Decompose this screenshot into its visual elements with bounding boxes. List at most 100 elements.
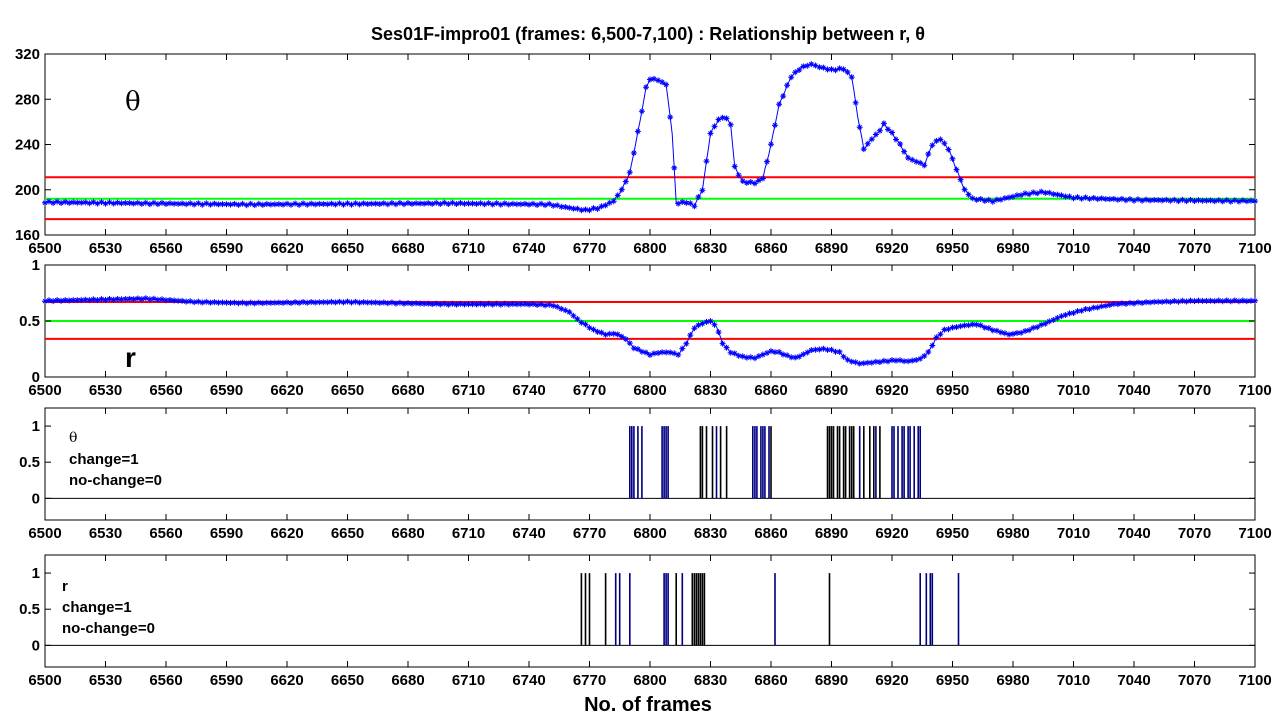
theta-data-point (981, 197, 988, 204)
r-data-point (570, 312, 577, 319)
theta-data-point (368, 200, 375, 207)
theta-data-point (1135, 196, 1141, 203)
r-data-point (977, 322, 984, 329)
theta-data-point (183, 201, 190, 208)
theta-series (42, 61, 1258, 214)
r-data-point (1183, 298, 1190, 305)
theta-x-tick-label: 6620 (270, 240, 303, 257)
r-data-point (332, 299, 339, 306)
r-change-change-bar (701, 573, 704, 646)
theta-data-point (1070, 195, 1077, 202)
theta-data-point (1139, 197, 1146, 204)
r-y-tick-label: 1 (32, 257, 40, 274)
theta-change-change-bar (897, 426, 899, 499)
r-change-change-bar (925, 573, 928, 646)
r-data-point (1010, 330, 1016, 337)
theta-data-point (1062, 193, 1069, 200)
theta-data-point (275, 201, 282, 208)
theta-data-point (300, 200, 307, 207)
r-data-point (1187, 297, 1194, 304)
r-data-point (501, 300, 508, 307)
theta-change-change-bar (663, 426, 665, 499)
theta-data-point (1235, 198, 1242, 205)
r-data-point (1135, 299, 1141, 306)
r-change-x-tick-label: 6770 (573, 672, 606, 689)
r-data-point (320, 299, 327, 306)
r-data-point (1074, 308, 1081, 315)
r-data-point (1195, 297, 1202, 304)
theta-data-point (82, 199, 89, 206)
theta-data-point (517, 201, 524, 208)
r-data-point (82, 296, 89, 303)
theta-change-x-tick-label: 6650 (331, 525, 364, 542)
theta-data-point (880, 120, 887, 127)
r-data-point (211, 299, 218, 306)
r-x-tick-label: 6650 (331, 382, 364, 399)
theta-x-tick-label: 7010 (1057, 240, 1090, 257)
theta-data-point (1227, 198, 1234, 205)
r-data-point (1050, 317, 1057, 323)
r-data-point (437, 301, 444, 308)
theta-data-point (909, 156, 916, 163)
theta-x-tick-label: 6920 (875, 240, 908, 257)
theta-change-y-tick-label: 0.5 (19, 454, 40, 471)
theta-data-point (1179, 196, 1186, 203)
theta-data-point (977, 196, 984, 202)
r-data-point (509, 301, 516, 307)
r-data-point (522, 301, 528, 307)
theta-data-point (578, 207, 585, 214)
theta-data-point (336, 200, 343, 207)
r-data-point (1118, 300, 1125, 307)
theta-data-point (1066, 193, 1073, 200)
r-change-change-bar (614, 573, 617, 646)
r-data-point (933, 334, 940, 341)
r-data-point (1252, 297, 1258, 304)
r-data-point (175, 297, 182, 304)
r-data-point (812, 346, 819, 353)
theta-data-point (493, 200, 500, 207)
r-data-point (743, 354, 750, 361)
r-x-tick-label: 6560 (149, 382, 182, 399)
theta-change-x-tick-label: 6740 (512, 525, 545, 542)
theta-data-point (320, 201, 327, 207)
theta-data-point (957, 176, 964, 183)
theta-data-point (917, 159, 924, 166)
theta-data-point (711, 123, 718, 130)
r-change-x-tick-label: 6620 (270, 672, 303, 689)
theta-data-point (356, 201, 363, 208)
theta-data-point (134, 199, 141, 206)
theta-data-point (638, 108, 645, 115)
r-data-point (594, 328, 601, 335)
r-data-point (1054, 315, 1061, 321)
theta-x-tick-label: 6890 (815, 240, 848, 257)
r-data-point (828, 346, 835, 353)
theta-change-change-bar (836, 426, 839, 499)
r-data-point (1159, 298, 1166, 305)
theta-change-x-tick-label: 6920 (875, 525, 908, 542)
theta-data-point (1127, 196, 1133, 203)
r-data-point (876, 359, 883, 366)
r-data-point (106, 296, 113, 302)
theta-data-point (461, 200, 468, 207)
theta-data-point (1151, 197, 1158, 203)
r-change-change-bar (703, 573, 706, 646)
r-change-x-tick-label: 6710 (452, 672, 485, 689)
theta-data-point (630, 150, 637, 156)
r-change-x-tick-label: 7010 (1057, 672, 1090, 689)
r-change-change-bar (691, 573, 694, 646)
theta-data-point (316, 200, 323, 207)
theta-data-point (243, 202, 250, 209)
theta-data-point (114, 199, 121, 206)
r-data-point (1203, 297, 1210, 304)
theta-data-point (739, 178, 746, 185)
theta-data-point (1010, 193, 1016, 200)
r-data-point (356, 299, 363, 306)
theta-data-point (848, 74, 855, 81)
theta-data-point (304, 201, 311, 208)
r-data-point (1175, 298, 1182, 305)
theta-data-point (396, 199, 403, 206)
r-data-point (929, 342, 936, 349)
theta-y-tick-label: 200 (15, 182, 40, 199)
theta-data-point (409, 200, 415, 207)
r-data-point (1191, 298, 1198, 305)
